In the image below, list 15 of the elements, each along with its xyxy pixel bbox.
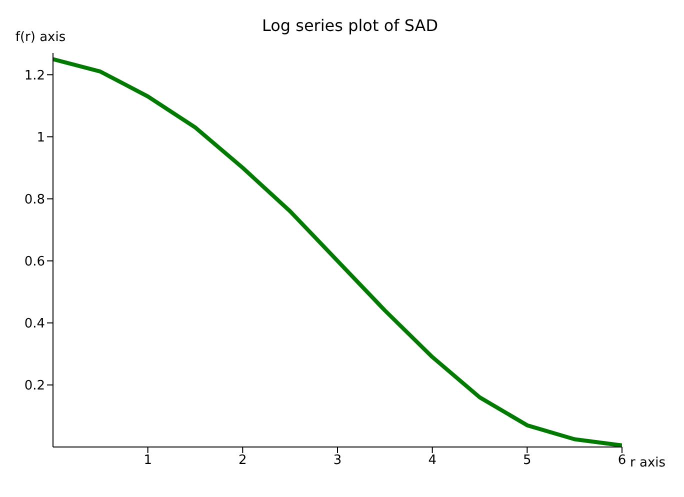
x-axis-title: r axis bbox=[630, 456, 666, 471]
x-tick-label: 4 bbox=[428, 453, 436, 468]
y-tick-label: 0.8 bbox=[24, 192, 45, 208]
x-tick-label: 6 bbox=[618, 453, 626, 468]
y-tick-label: 0.2 bbox=[24, 378, 45, 394]
x-tick-label: 5 bbox=[523, 453, 532, 468]
chart-title: Log series plot of SAD bbox=[262, 16, 438, 35]
x-tick-label: 3 bbox=[333, 453, 342, 468]
y-tick-label: 1 bbox=[36, 130, 45, 146]
x-tick-label: 1 bbox=[144, 453, 152, 468]
y-tick-label: 1.2 bbox=[24, 68, 45, 84]
y-axis-title: f(r) axis bbox=[15, 30, 66, 45]
x-tick-label: 2 bbox=[238, 453, 247, 468]
y-tick-label: 0.4 bbox=[24, 316, 45, 332]
y-tick-label: 0.6 bbox=[24, 254, 45, 270]
